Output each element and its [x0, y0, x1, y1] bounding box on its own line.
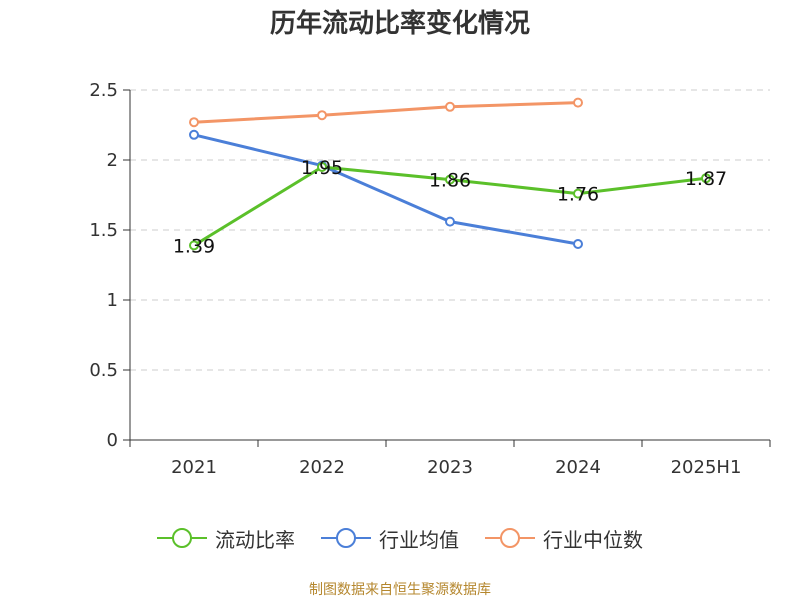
- legend-swatch-industry-median-icon: [485, 528, 535, 548]
- series-point-0: [317, 162, 327, 172]
- y-tick-label: 2.5: [89, 80, 118, 101]
- data-label: 1.95: [301, 157, 343, 179]
- y-tick-label: 0.5: [89, 360, 118, 381]
- data-label: 1.86: [429, 170, 471, 192]
- series-point-2: [189, 117, 199, 128]
- series-line-1: [193, 133, 579, 246]
- data-label: 1.87: [685, 168, 727, 190]
- series-point-0: [701, 173, 711, 184]
- axes: 0 0.5 1 1.5 2 2.5 2021 2022 2023 2024 2025H1: [89, 80, 771, 478]
- series-point-0: [445, 174, 455, 185]
- x-tick-label: 2024: [555, 457, 601, 478]
- series-point-1: [573, 239, 583, 249]
- series-point-1: [189, 129, 199, 140]
- series-point-2: [573, 97, 583, 108]
- legend-swatch-current-ratio-icon: [157, 528, 207, 548]
- y-tick-label: 1.5: [89, 220, 118, 241]
- legend-swatch-industry-mean-icon: [321, 528, 371, 548]
- series-point-1: [445, 216, 455, 227]
- chart-title: 历年流动比率变化情况: [269, 9, 530, 39]
- series-point-0: [189, 240, 199, 251]
- x-tick-label: 2021: [171, 457, 217, 478]
- data-label: 1.39: [173, 235, 215, 257]
- y-tick-label: 1: [107, 290, 118, 311]
- legend-item-industry-mean[interactable]: 行业均值: [321, 524, 459, 553]
- x-tick-label: 2022: [299, 457, 345, 478]
- legend-item-current-ratio[interactable]: 流动比率: [157, 524, 295, 553]
- series-line-2: [193, 101, 579, 124]
- data-label: 1.76: [557, 184, 599, 206]
- y-tick-label: 0: [107, 430, 118, 451]
- series-point-2: [445, 101, 455, 112]
- data-labels: 1.39 1.95 1.86 1.76 1.87: [173, 157, 727, 257]
- series-lines: [189, 97, 711, 251]
- grid-lines: [130, 89, 770, 371]
- y-tick-label: 2: [107, 150, 118, 171]
- legend: 流动比率 行业均值 行业中位数: [0, 518, 800, 558]
- source-note: 制图数据来自恒生聚源数据库: [309, 582, 491, 598]
- legend-label-current-ratio: 流动比率: [215, 527, 295, 552]
- x-tick-label: 2025H1: [671, 457, 742, 478]
- x-tick-label: 2023: [427, 457, 473, 478]
- legend-label-industry-median: 行业中位数: [543, 527, 643, 552]
- series-point-0: [573, 188, 583, 199]
- legend-label-industry-mean: 行业均值: [379, 527, 459, 552]
- legend-item-industry-median[interactable]: 行业中位数: [485, 524, 643, 553]
- series-point-2: [317, 110, 327, 121]
